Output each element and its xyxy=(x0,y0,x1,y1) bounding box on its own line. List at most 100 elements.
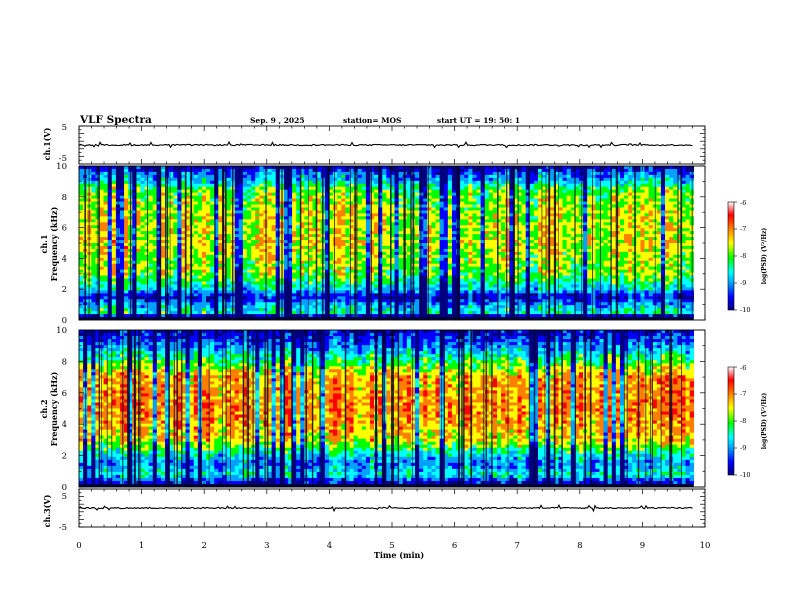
spectrogram-cell xyxy=(443,186,449,190)
spectrogram-cell xyxy=(435,198,440,202)
spectrogram-cell xyxy=(300,243,305,247)
spectrogram-cell xyxy=(328,225,334,229)
spectrogram-cell xyxy=(406,195,412,199)
spectrogram-cell xyxy=(140,275,145,279)
spectrogram-cell xyxy=(292,168,297,173)
spectrogram-cell xyxy=(394,281,399,285)
spectrogram-cell xyxy=(136,180,141,185)
spectrogram-cell xyxy=(423,198,428,202)
spectrogram-cell xyxy=(247,243,252,247)
spectrogram-cell xyxy=(119,305,125,309)
spectrogram-cell xyxy=(255,293,260,297)
spectrogram-cell xyxy=(197,216,203,220)
spectrogram-cell xyxy=(79,278,84,282)
spectrogram-cell xyxy=(357,248,363,253)
spectrogram-cell xyxy=(136,284,141,288)
spectrogram-cell xyxy=(447,257,453,262)
spectrogram-cell xyxy=(435,240,440,244)
spectrogram-cell xyxy=(242,311,248,315)
spectrogram-cell xyxy=(152,207,158,211)
spectrogram-cell xyxy=(119,228,125,232)
spectrogram-cell xyxy=(378,281,383,285)
spectrogram-cell xyxy=(468,245,473,250)
spectrogram-cell xyxy=(427,278,432,282)
spectrogram-cell xyxy=(103,311,108,315)
spectrogram-cell xyxy=(443,219,449,223)
spectrogram-cell xyxy=(99,272,104,276)
spectrogram-cell xyxy=(255,231,260,235)
spectrogram-cell xyxy=(169,201,174,205)
spectrogram-cell xyxy=(226,234,231,238)
spectrogram-cell xyxy=(140,293,145,297)
spectrogram-cell xyxy=(451,213,457,217)
spectrogram-cell xyxy=(349,254,354,259)
spectrogram-cell xyxy=(378,174,383,179)
spectrogram-cell xyxy=(226,284,231,288)
spectrogram-cell xyxy=(398,231,404,235)
spectrogram-cell xyxy=(275,278,281,282)
spectrogram-cell xyxy=(464,195,469,199)
spectrogram-cell xyxy=(206,302,211,306)
spectrogram-cell xyxy=(406,257,412,262)
spectrogram-cell xyxy=(304,201,309,205)
spectrogram-cell xyxy=(283,183,289,188)
spectrogram-cell xyxy=(312,275,317,279)
spectrogram-cell xyxy=(427,281,432,285)
spectrogram-cell xyxy=(316,240,322,244)
spectrogram-cell xyxy=(234,260,240,265)
spectrogram-cell xyxy=(423,174,428,179)
spectrogram-cell xyxy=(431,186,436,190)
spectrogram-cell xyxy=(177,254,182,259)
spectrogram-cell xyxy=(382,210,387,214)
spectrogram-cell xyxy=(460,314,465,318)
spectrogram-cell xyxy=(435,195,440,199)
spectrogram-cell xyxy=(443,251,449,256)
spectrogram-cell xyxy=(283,171,289,176)
spectrogram-cell xyxy=(345,251,350,256)
spectrogram-cell xyxy=(169,166,174,170)
spectrogram-cell xyxy=(275,198,281,202)
spectrogram-cell xyxy=(185,287,190,291)
spectrogram-cell xyxy=(173,257,178,262)
spectrogram-cell xyxy=(222,237,227,241)
spectrogram-cell xyxy=(111,231,117,235)
spectrogram-cell xyxy=(140,213,145,217)
spectrogram-cell xyxy=(238,168,244,173)
spectrogram-cell xyxy=(193,216,199,220)
spectrogram-cell xyxy=(193,180,199,185)
spectrogram-cell xyxy=(111,166,117,170)
spectrogram-cell xyxy=(341,228,346,232)
spectrogram-cell xyxy=(107,186,113,190)
spectrogram-cell xyxy=(468,201,473,205)
spectrogram-cell xyxy=(337,180,342,185)
spectrogram-cell xyxy=(103,314,108,318)
spectrogram-cell xyxy=(283,180,289,185)
spectrogram-cell xyxy=(296,207,301,211)
spectrogram-cell xyxy=(267,260,272,265)
spectrogram-cell xyxy=(197,287,203,291)
spectrogram-cell xyxy=(234,186,240,190)
spectrogram-cell xyxy=(242,260,248,265)
spectrogram-cell xyxy=(259,213,264,217)
spectrogram-cell xyxy=(242,171,248,176)
spectrogram-cell xyxy=(382,192,387,196)
spectrogram-cell xyxy=(357,210,363,214)
spectrogram-cell xyxy=(107,201,113,205)
spectrogram-cell xyxy=(206,237,211,241)
spectrogram-cell xyxy=(160,287,166,291)
spectrogram-cell xyxy=(328,201,334,205)
spectrogram-cell xyxy=(144,272,149,276)
spectrogram-cell xyxy=(226,302,231,306)
spectrogram-cell xyxy=(447,207,453,211)
spectrogram-cell xyxy=(169,234,174,238)
spectrogram-cell xyxy=(349,237,354,241)
spectrogram-cell xyxy=(156,284,162,288)
spectrogram-cell xyxy=(103,174,108,179)
spectrogram-cell xyxy=(144,171,149,176)
spectrogram-cell xyxy=(144,275,149,279)
spectrogram-cell xyxy=(398,177,404,182)
spectrogram-cell xyxy=(259,222,264,226)
spectrogram-cell xyxy=(431,210,436,214)
spectrogram-cell xyxy=(148,299,154,303)
spectrogram-cell xyxy=(345,290,350,294)
